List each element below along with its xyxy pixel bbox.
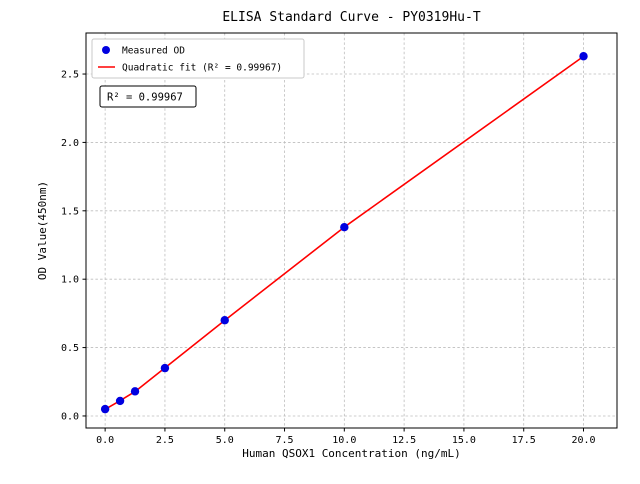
legend-box <box>91 38 305 79</box>
y-tick-label: 0.5 <box>61 343 79 354</box>
data-point <box>340 223 349 232</box>
r-squared-annotation: R² = 0.99967 <box>107 92 183 104</box>
legend-label-measured-od: Measured OD <box>122 46 185 57</box>
x-axis-label: Human QSOX1 Concentration (ng/mL) <box>242 447 461 460</box>
y-axis-label: OD Value(450nm) <box>36 181 49 280</box>
x-tick-label: 17.5 <box>512 435 536 446</box>
data-point <box>160 363 170 373</box>
x-tick-label: 15.0 <box>452 435 476 446</box>
x-tick-label: 10.0 <box>332 435 356 446</box>
y-tick-label: 1.5 <box>61 206 79 217</box>
x-tick-label: 0.0 <box>96 435 114 446</box>
data-point <box>130 387 140 396</box>
x-tick-label: 12.5 <box>392 435 416 446</box>
legend-marker-measured-od <box>102 46 110 54</box>
y-tick-label: 1.0 <box>61 275 79 286</box>
x-tick-label: 7.5 <box>275 435 293 446</box>
y-tick-label: 2.5 <box>61 70 79 81</box>
axes-frame <box>85 32 618 429</box>
x-tick-label: 2.5 <box>156 435 174 446</box>
x-tick-label: 20.0 <box>571 435 595 446</box>
x-tick-label: 5.0 <box>216 435 234 446</box>
y-tick-label: 0.0 <box>61 411 79 422</box>
data-point <box>579 52 588 61</box>
chart-title: ELISA Standard Curve - PY0319Hu-T <box>222 10 480 25</box>
y-tick-label: 2.0 <box>61 138 79 149</box>
data-point <box>220 316 229 325</box>
legend-label-quadratic-fit: Quadratic fit (R² = 0.99967) <box>122 63 282 74</box>
data-point <box>100 404 110 414</box>
data-point <box>115 396 125 406</box>
r-squared-annotation-box <box>99 85 197 108</box>
